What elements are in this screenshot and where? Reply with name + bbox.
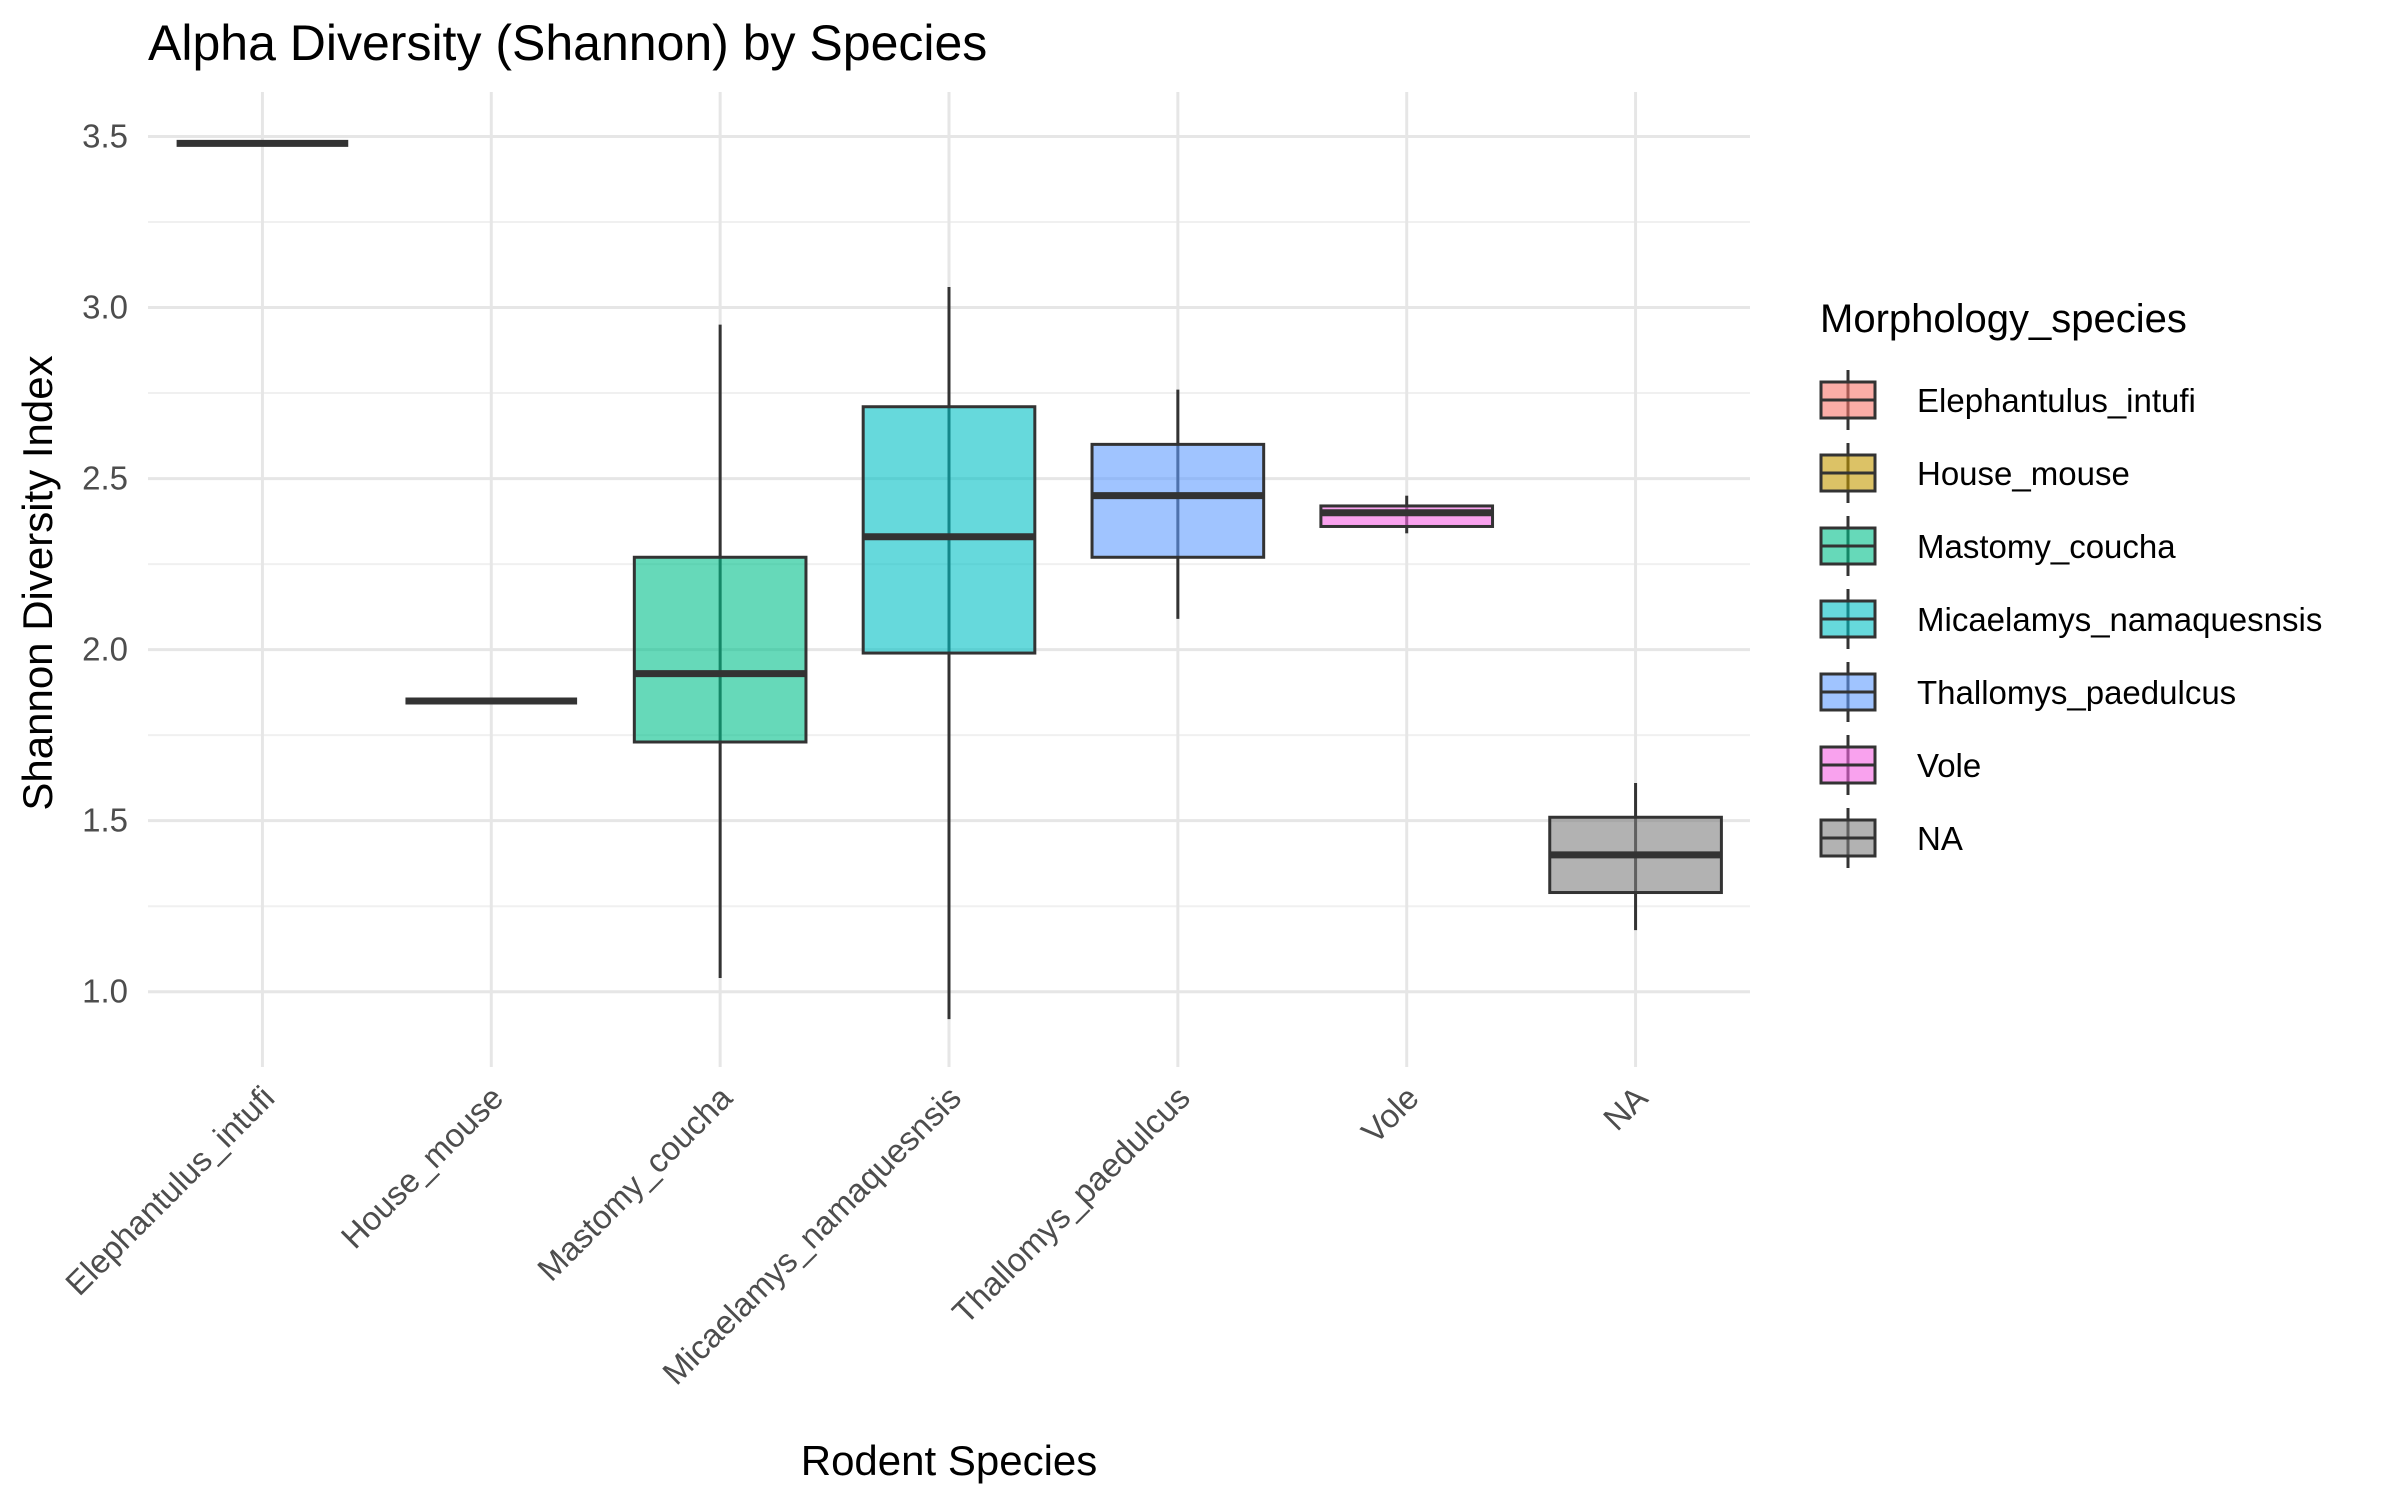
- legend-label: Elephantulus_intufi: [1917, 382, 2196, 419]
- legend-item: House_mouse: [1819, 443, 2130, 503]
- legend-label: House_mouse: [1917, 455, 2130, 492]
- x-axis-ticks: Elephantulus_intufi House_mouse Mastomy_co…: [58, 1078, 1655, 1391]
- legend-item: NA: [1819, 808, 1963, 868]
- box-layer: [176, 139, 1723, 1020]
- box-2: [632, 324, 808, 979]
- box-body: [1090, 442, 1266, 559]
- y-tick-label: 3.5: [82, 117, 128, 154]
- y-tick-label: 3.0: [82, 289, 128, 326]
- legend-label: NA: [1917, 820, 1963, 857]
- y-tick-label: 2.5: [82, 460, 128, 497]
- legend-item: Vole: [1819, 735, 1981, 795]
- x-tick-label: House_mouse: [334, 1079, 511, 1256]
- box-5: [1319, 495, 1495, 534]
- legend-item: Mastomy_coucha: [1819, 516, 2176, 576]
- x-tick-label: NA: [1596, 1079, 1655, 1138]
- legend-item: Thallomys_paedulcus: [1819, 662, 2236, 722]
- x-tick-label: Elephantulus_intufi: [58, 1079, 281, 1302]
- x-tick-label: Thallomys_paedulcus: [945, 1079, 1197, 1331]
- box-6: [1548, 783, 1723, 931]
- y-tick-label: 1.5: [82, 802, 128, 839]
- y-axis-title: Shannon Diversity Index: [14, 355, 61, 810]
- x-axis-title: Rodent Species: [801, 1437, 1098, 1484]
- legend-item: Micaelamys_namaquesnsis: [1819, 589, 2322, 649]
- legend-title: Morphology_species: [1820, 297, 2187, 341]
- legend: Morphology_species Elephantulus_intufi Ho…: [1819, 297, 2322, 868]
- y-axis-ticks: 1.0 1.5 2.0 2.5 3.0 3.5: [82, 117, 128, 1009]
- box-4: [1090, 389, 1266, 619]
- chart-title: Alpha Diversity (Shannon) by Species: [148, 15, 987, 71]
- x-tick-label: Mastomy_coucha: [530, 1078, 739, 1287]
- y-tick-label: 1.0: [82, 973, 128, 1010]
- box-3: [861, 287, 1037, 1020]
- legend-label: Micaelamys_namaquesnsis: [1917, 601, 2322, 638]
- legend-label: Vole: [1917, 747, 1981, 784]
- y-tick-label: 2.0: [82, 631, 128, 668]
- legend-label: Thallomys_paedulcus: [1917, 674, 2236, 711]
- box-body: [632, 555, 808, 744]
- box-body: [861, 405, 1037, 655]
- x-tick-label: Vole: [1354, 1079, 1426, 1151]
- legend-label: Mastomy_coucha: [1917, 528, 2176, 565]
- legend-item: Elephantulus_intufi: [1819, 370, 2196, 430]
